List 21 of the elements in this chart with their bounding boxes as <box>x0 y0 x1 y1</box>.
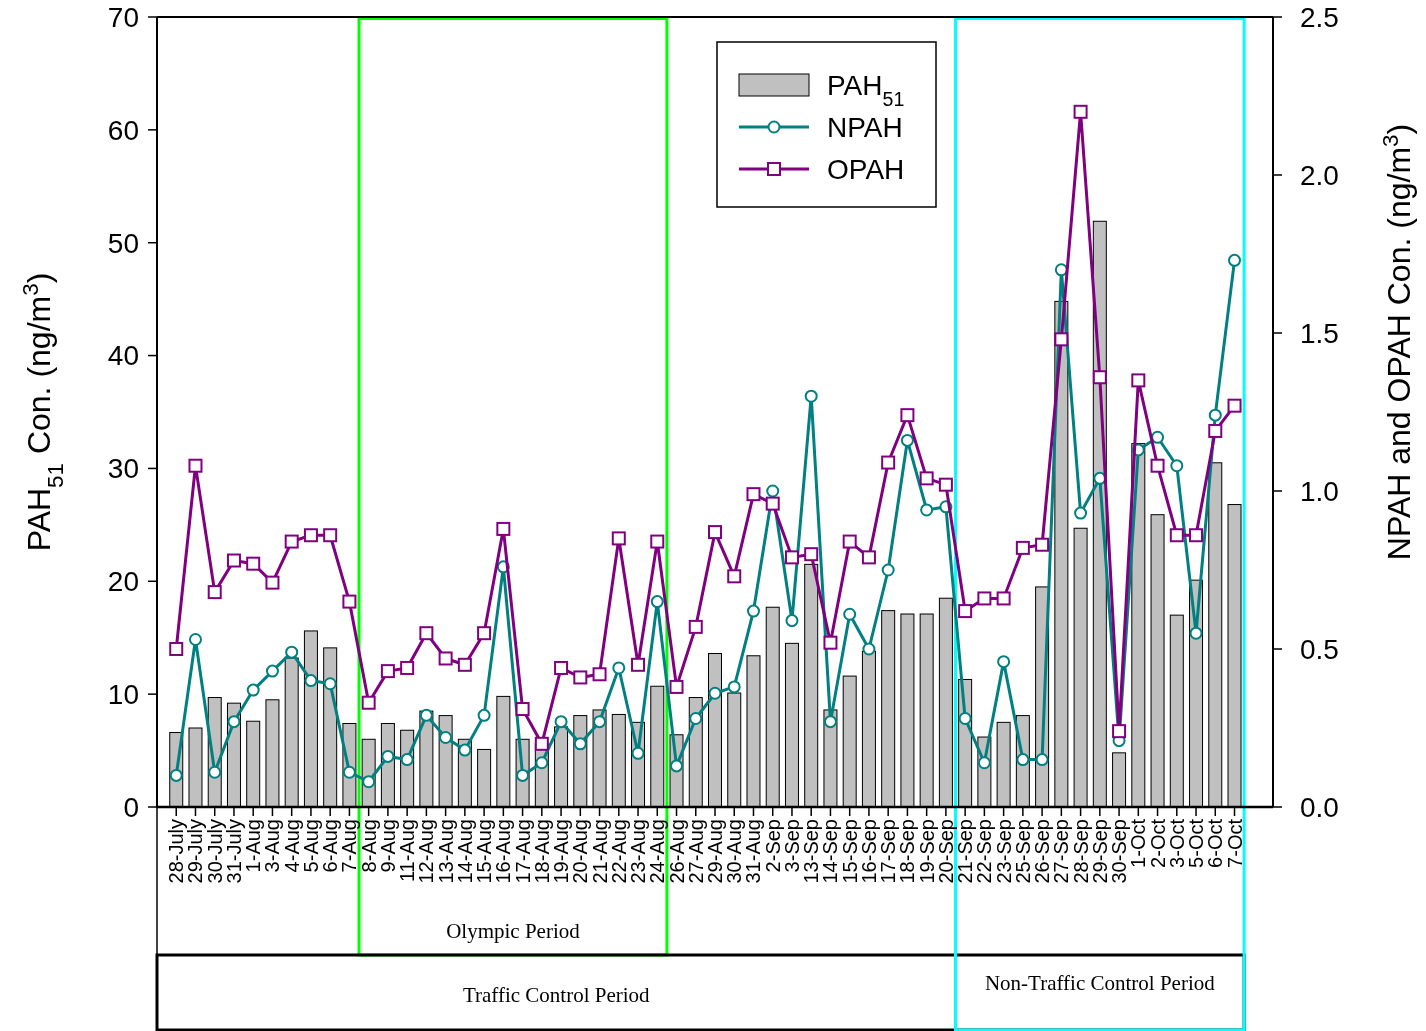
text: Non-Traffic Control Period <box>984 971 1216 995</box>
y-tick-label: 70 <box>107 1 139 33</box>
y-tick-label: 0 <box>123 791 139 823</box>
legend-label: OPAH <box>827 153 905 185</box>
y2-tick-label: 1.5 <box>1300 317 1339 349</box>
legend-label: NPAH <box>827 111 903 143</box>
y2-tick-label: 0.5 <box>1300 633 1339 665</box>
y2-tick-label: 2.0 <box>1300 159 1339 191</box>
y2-tick-label: 2.5 <box>1300 1 1339 33</box>
y-tick-label: 40 <box>107 340 139 372</box>
legend-label: PAH$_{51}$ <box>827 69 905 110</box>
text: Traffic Control Period <box>462 983 651 1007</box>
y-tick-label: 50 <box>107 227 139 259</box>
y-tick-label: 60 <box>107 114 139 146</box>
y2-tick-label: 0.0 <box>1300 791 1339 823</box>
x-tick-label: 28-July <box>165 819 188 884</box>
y-tick-label: 30 <box>107 453 139 485</box>
y2-tick-label: 1.0 <box>1300 475 1339 507</box>
text: Olympic Period <box>446 919 581 943</box>
y-tick-label: 10 <box>107 678 139 710</box>
y-tick-label: 20 <box>107 566 139 598</box>
